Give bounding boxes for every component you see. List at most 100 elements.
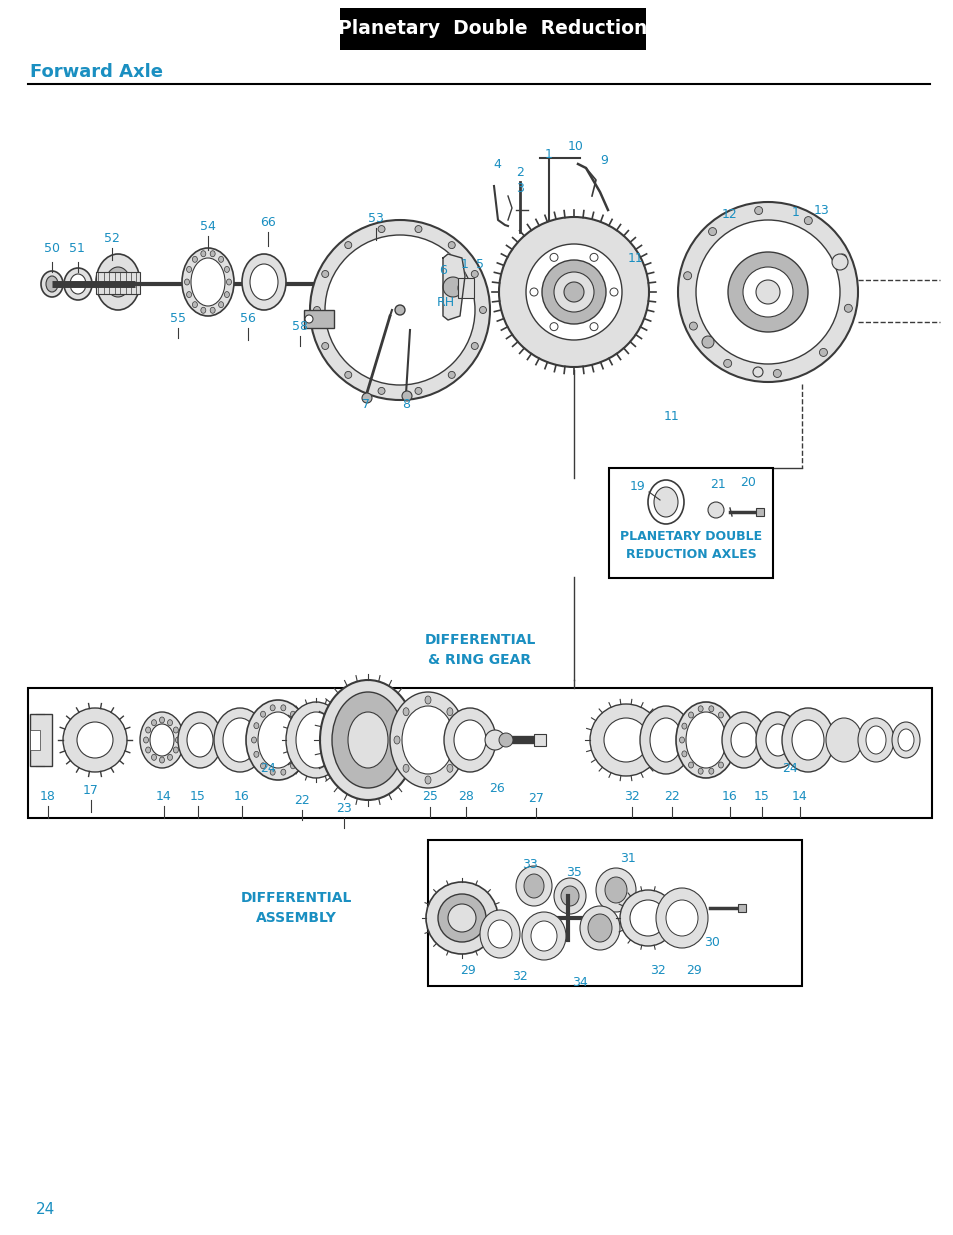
Circle shape [530,288,537,296]
Circle shape [325,235,475,385]
Circle shape [629,900,665,936]
Polygon shape [442,254,464,320]
Text: 17: 17 [83,783,99,797]
Ellipse shape [184,279,190,285]
Ellipse shape [319,680,416,800]
Circle shape [377,226,385,232]
Bar [428,840,801,986]
Circle shape [550,322,558,331]
Ellipse shape [173,747,178,753]
Circle shape [498,734,513,747]
Text: 5: 5 [476,258,483,272]
Text: 25: 25 [421,790,437,804]
Text: 32: 32 [623,790,639,804]
Ellipse shape [210,251,215,257]
Ellipse shape [676,701,735,778]
Ellipse shape [755,713,800,768]
Ellipse shape [193,257,197,262]
Ellipse shape [587,914,612,942]
Ellipse shape [724,751,729,757]
Ellipse shape [270,705,274,711]
Ellipse shape [191,258,225,306]
Circle shape [843,304,851,312]
Ellipse shape [218,301,223,308]
Ellipse shape [394,736,399,743]
Ellipse shape [260,763,265,769]
Circle shape [484,730,504,750]
Ellipse shape [296,751,302,757]
Circle shape [708,227,716,236]
Ellipse shape [681,751,686,757]
Ellipse shape [280,705,286,711]
Circle shape [707,501,723,517]
Circle shape [701,336,713,348]
Text: 32: 32 [649,965,665,977]
Ellipse shape [159,757,164,763]
Ellipse shape [168,720,172,726]
Ellipse shape [242,254,286,310]
Bar [755,508,763,516]
Circle shape [395,305,405,315]
Text: 51: 51 [69,242,85,254]
Bar [534,734,545,746]
Text: 1: 1 [791,205,800,219]
Ellipse shape [649,718,681,762]
Ellipse shape [891,722,919,758]
Ellipse shape [150,724,173,756]
Text: 9: 9 [599,153,607,167]
Ellipse shape [721,713,765,768]
Circle shape [471,342,477,350]
Text: 55: 55 [170,311,186,325]
Text: 11: 11 [663,410,679,422]
Circle shape [310,220,490,400]
Circle shape [727,252,807,332]
Ellipse shape [656,888,707,948]
Ellipse shape [178,713,222,768]
Circle shape [457,280,474,296]
Circle shape [819,348,826,357]
Ellipse shape [218,257,223,262]
Text: 27: 27 [528,792,543,804]
Circle shape [619,890,676,946]
Circle shape [498,217,648,367]
Ellipse shape [679,737,684,743]
Text: 8: 8 [401,398,410,410]
Ellipse shape [401,706,454,774]
Circle shape [344,372,352,378]
Text: 10: 10 [567,141,583,153]
Ellipse shape [193,301,197,308]
Ellipse shape [688,713,693,718]
Ellipse shape [246,700,310,781]
Ellipse shape [223,718,256,762]
Text: DIFFERENTIAL
ASSEMBLY: DIFFERENTIAL ASSEMBLY [240,892,352,925]
Ellipse shape [708,705,713,711]
Ellipse shape [146,747,151,753]
Ellipse shape [64,268,91,300]
Bar [30,730,40,750]
Text: 11: 11 [627,252,643,264]
Text: 29: 29 [459,963,476,977]
Ellipse shape [698,705,702,711]
Circle shape [831,254,847,270]
Circle shape [773,369,781,378]
Ellipse shape [781,708,833,772]
Circle shape [415,226,421,232]
Ellipse shape [257,713,297,768]
Circle shape [448,372,455,378]
Text: 52: 52 [104,231,120,245]
Circle shape [803,216,811,225]
Text: 22: 22 [663,790,679,804]
Ellipse shape [290,763,295,769]
Ellipse shape [897,729,913,751]
Text: 24: 24 [36,1203,55,1218]
Circle shape [589,253,598,262]
Ellipse shape [390,692,465,788]
Ellipse shape [187,722,213,757]
Ellipse shape [213,708,266,772]
Ellipse shape [295,713,335,768]
Circle shape [589,322,598,331]
Circle shape [696,220,840,364]
Text: Planetary  Double  Reduction: Planetary Double Reduction [338,20,647,38]
Ellipse shape [560,885,578,906]
Text: 12: 12 [721,207,737,221]
